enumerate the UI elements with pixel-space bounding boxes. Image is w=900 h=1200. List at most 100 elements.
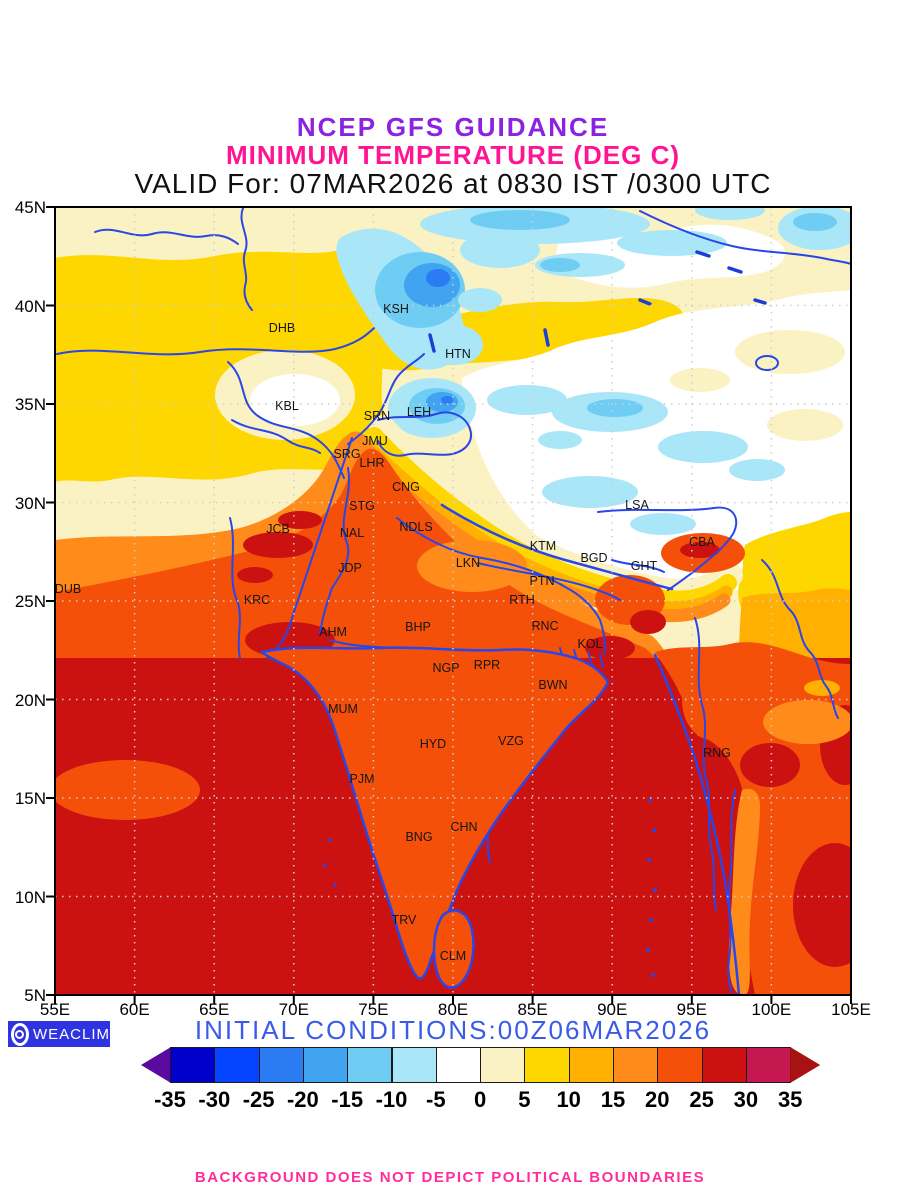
temp-patch [250, 374, 340, 426]
station-label-dub: DUB [55, 582, 81, 596]
colorbar-tick-label: 30 [733, 1087, 759, 1112]
station-label-clm: CLM [440, 949, 466, 963]
lat-tick-label: 30N [14, 493, 46, 513]
station-label-jdp: JDP [338, 561, 362, 575]
station-label-stg: STG [349, 499, 375, 513]
colorbar-tick-label: -20 [286, 1087, 319, 1112]
station-label-lhr: LHR [359, 456, 384, 470]
boundary-lines [56, 207, 851, 995]
station-label-ktm: KTM [530, 539, 556, 553]
station-label-ght: GHT [631, 559, 658, 573]
station-label-jcb: JCB [266, 522, 290, 536]
station-label-vzg: VZG [498, 734, 524, 748]
station-label-cng: CNG [392, 480, 420, 494]
station-label-ahm: AHM [319, 625, 347, 639]
station-label-rth: RTH [509, 593, 534, 607]
colorbar-cell [435, 1047, 482, 1083]
colorbar-tick-label: -35 [154, 1087, 186, 1112]
station-label-lkn: LKN [456, 556, 480, 570]
colorbar-arrow-right [790, 1047, 821, 1083]
station-label-bng: BNG [405, 830, 432, 844]
temp-patch [680, 542, 720, 558]
colorbar-cell [745, 1047, 792, 1083]
lat-tick-label: 15N [14, 789, 46, 808]
station-label-bhp: BHP [405, 620, 431, 634]
station-label-nal: NAL [340, 526, 364, 540]
colorbar-cell [258, 1047, 304, 1083]
lat-tick-label: 40N [14, 296, 46, 316]
colorbar-tick-label: -30 [198, 1087, 231, 1112]
colorbar-cell [524, 1047, 570, 1083]
lake-outline [755, 355, 779, 371]
lat-tick-label: 35N [14, 395, 46, 414]
colorbar-cell [613, 1047, 659, 1083]
lon-tick-label: 70E [278, 1000, 309, 1019]
station-label-ngp: NGP [432, 661, 459, 675]
station-label-dhb: DHB [269, 321, 295, 335]
station-label-krc: KRC [244, 593, 270, 607]
temp-patch-west-sea [55, 760, 200, 820]
station-label-trv: TRV [392, 913, 417, 927]
colorbar-tick-label: -25 [242, 1087, 275, 1112]
station-label-bgd: BGD [580, 551, 607, 565]
lon-tick-label: 75E [358, 1000, 389, 1019]
temp-patch [630, 610, 666, 634]
station-label-ptn: PTN [530, 574, 555, 588]
axis-ticks [46, 206, 852, 1004]
colorbar-tick-label: 25 [689, 1087, 714, 1112]
temp-region-leh-cold [388, 378, 476, 438]
lon-tick-label: 65E [199, 1000, 230, 1019]
colorbar-arrow-left [141, 1047, 171, 1083]
lon-tick-label: 55E [39, 1000, 71, 1019]
station-label-htn: HTN [445, 347, 471, 361]
lon-tick-label: 100E [751, 1000, 792, 1019]
colorbar-tick-label: -5 [426, 1087, 446, 1112]
lon-tick-label: 85E [517, 1000, 548, 1019]
colorbar-cell [657, 1047, 703, 1083]
station-label-rng: RNG [703, 746, 731, 760]
disclaimer-note: BACKGROUND DOES NOT DEPICT POLITICAL BOU… [194, 1169, 706, 1186]
island-dots [323, 798, 657, 977]
colorbar-cell [302, 1047, 349, 1083]
weaclim-logo-text: WEACLIM [32, 1025, 110, 1043]
station-label-srn: SRN [364, 409, 390, 423]
page-title: NCEP GFS GUIDANCE [296, 112, 610, 142]
temp-patches-southeast [632, 630, 851, 995]
station-label-lsa: LSA [625, 498, 649, 512]
temp-region-karakoram-cold [336, 228, 540, 370]
station-label-kbl: KBL [275, 399, 299, 413]
temp-patch-lkn [417, 540, 527, 592]
lat-tick-label: 25N [14, 592, 46, 611]
colorbar-tick-label: 5 [518, 1087, 531, 1112]
lat-tick-label: 20N [14, 690, 46, 710]
temperature-colorbar: -35 -30 -25 -20 -15 -10 -5 0 5 10 15 20 25 30 35 [141, 1047, 821, 1127]
colorbar-tick-label: -10 [375, 1087, 408, 1112]
lat-tick-label: 10N [14, 887, 46, 907]
lon-tick-label: 80E [437, 1000, 469, 1019]
colorbar-tick-label: 20 [645, 1087, 670, 1112]
station-label-ksh: KSH [383, 302, 409, 316]
colorbar-tick-label: 15 [600, 1087, 626, 1112]
colorbar-tick-label: 0 [473, 1087, 487, 1112]
station-label-ndls: NDLS [399, 520, 432, 534]
station-label-bwn: BWN [538, 678, 567, 692]
colorbar-tick-label: -15 [331, 1087, 364, 1112]
initial-conditions-label: INITIAL CONDITIONS:00Z06MAR2026 [194, 1015, 712, 1045]
station-label-rnc: RNC [531, 619, 558, 633]
colorbar-cell [480, 1047, 526, 1083]
colorbar-cell [347, 1047, 393, 1083]
station-label-leh: LEH [407, 405, 431, 419]
station-label-chn: CHN [450, 820, 477, 834]
lat-tick-label: 5N [24, 986, 46, 1005]
station-label-pjm: PJM [350, 772, 375, 786]
station-label-rpr: RPR [474, 658, 500, 672]
colorbar-cell [391, 1047, 437, 1083]
station-label-srg: SRG [333, 447, 360, 461]
weaclim-ring-icon [11, 1022, 29, 1046]
lon-tick-label: 90E [597, 1000, 628, 1019]
colorbar-cell [701, 1047, 747, 1083]
